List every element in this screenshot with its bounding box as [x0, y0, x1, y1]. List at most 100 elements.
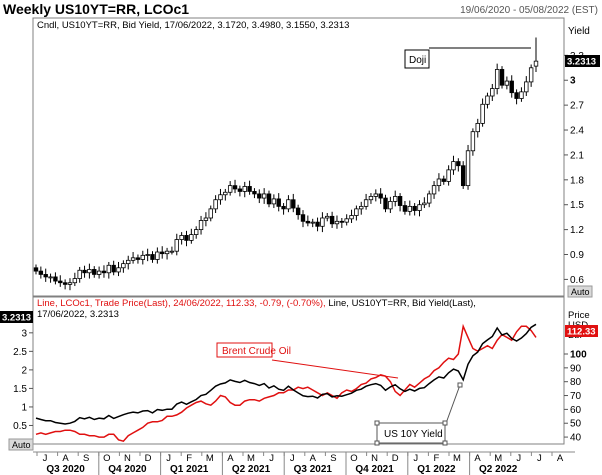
- upper-panel: [32, 17, 565, 297]
- month-label: J: [413, 453, 418, 464]
- candle-body: [261, 193, 267, 199]
- month-label: N: [371, 453, 378, 464]
- brent-annotation: Brent Crude Oil: [222, 346, 291, 357]
- candle-body: [460, 165, 466, 187]
- month-label: A: [474, 453, 481, 464]
- right-tick-label: 90: [570, 363, 582, 374]
- last-price-value: 112.33: [567, 327, 596, 338]
- lower-left-y-axis: 3 2.5 2 1.5 1 0.5: [13, 328, 33, 432]
- candle-body: [485, 95, 490, 105]
- candle-body: [179, 235, 184, 240]
- yield-tick-label: 1.2: [570, 225, 584, 236]
- candle-body: [305, 220, 311, 224]
- candle-body: [412, 205, 417, 211]
- candle-body: [101, 270, 107, 274]
- lower-last-yield-tag: [0, 311, 33, 323]
- candle-body: [227, 185, 233, 193]
- candle-body: [334, 220, 340, 225]
- month-label: S: [330, 453, 336, 464]
- yield-tick-label: 2.1: [570, 150, 584, 161]
- month-label: J: [43, 453, 48, 464]
- month-label: M: [247, 453, 255, 464]
- line-series: [35, 323, 537, 443]
- candle-body: [504, 80, 510, 86]
- candle-body: [242, 186, 247, 192]
- yield-annotation-handle[interactable]: [457, 382, 463, 388]
- month-label: F: [186, 453, 192, 464]
- candle-body: [281, 205, 286, 210]
- candle-body: [257, 193, 262, 199]
- candle-body: [368, 196, 374, 201]
- candle-body: [441, 178, 446, 182]
- month-label: A: [557, 453, 564, 464]
- candle-body: [58, 280, 63, 284]
- month-label: S: [83, 453, 89, 464]
- yield-annotation-handle[interactable]: [374, 440, 380, 446]
- lower-right-y-axis: 100 90 80 70 60 50 40: [564, 350, 587, 444]
- left-tick-label: 1.5: [13, 384, 27, 395]
- yield-tick-label: 0.9: [570, 250, 584, 261]
- last-yield-tag: [565, 55, 600, 67]
- candle-body: [77, 269, 82, 279]
- left-tick-label: 2.5: [13, 347, 27, 358]
- candle-body: [300, 214, 306, 222]
- candle-body: [339, 220, 345, 223]
- candle-body: [286, 199, 291, 210]
- candle-body: [320, 217, 325, 227]
- yield-annotation-handle[interactable]: [442, 440, 448, 446]
- candle-body: [72, 278, 78, 284]
- quarter-label: Q2 2021: [232, 464, 271, 475]
- candle-body: [106, 264, 112, 274]
- candle-body: [407, 205, 412, 212]
- yield-axis-label: Yield: [568, 26, 590, 37]
- doji-annotation-box: [404, 49, 430, 69]
- candle-body: [237, 188, 243, 192]
- candle-body: [38, 270, 44, 275]
- candle-body: [397, 196, 403, 206]
- quarter-label: Q1 2021: [170, 464, 209, 475]
- month-label: F: [433, 453, 439, 464]
- candle-body: [456, 161, 461, 167]
- candle-body: [184, 235, 189, 241]
- candle-body: [524, 81, 529, 93]
- candle-body: [295, 207, 301, 216]
- yield-annotation-handle[interactable]: [374, 420, 380, 426]
- yield-tick-label: 3: [570, 76, 576, 87]
- candle-body: [431, 185, 437, 195]
- left-tick-label: 1: [21, 402, 27, 413]
- candle-body: [494, 69, 500, 89]
- candle-body: [218, 194, 223, 201]
- right-tick-label: 60: [570, 405, 582, 416]
- candle-body: [480, 103, 485, 124]
- yield-annotation-handle[interactable]: [442, 420, 448, 426]
- month-label: O: [350, 453, 357, 464]
- candle-body: [223, 191, 228, 196]
- candle-body: [465, 150, 471, 187]
- yield-tick-label: 2.7: [570, 101, 584, 112]
- candle-body: [519, 91, 524, 99]
- month-label: M: [494, 453, 502, 464]
- lower-auto-button[interactable]: [8, 438, 34, 451]
- candle-body: [446, 169, 451, 182]
- candle-body: [232, 185, 238, 190]
- candle-body: [130, 257, 136, 261]
- candle-body: [388, 200, 393, 210]
- candle-body: [310, 221, 315, 224]
- left-tick-label: 2: [21, 365, 27, 376]
- candle-body: [533, 60, 539, 67]
- candle-body: [427, 193, 432, 204]
- upper-auto-button[interactable]: [567, 285, 593, 298]
- candle-body: [198, 220, 204, 231]
- candle-body: [470, 131, 476, 152]
- quarter-label: Q4 2021: [355, 464, 394, 475]
- candle-body: [87, 269, 92, 274]
- candle-body: [203, 217, 209, 221]
- candle-body: [363, 199, 369, 207]
- candle-body: [53, 276, 58, 282]
- month-label: J: [290, 453, 295, 464]
- candle-body: [383, 197, 388, 210]
- yield-annotation: US 10Y Yield: [384, 429, 443, 440]
- last-yield-value: 3.2313: [567, 57, 596, 68]
- candle-body: [291, 199, 296, 209]
- candle-body: [436, 178, 442, 187]
